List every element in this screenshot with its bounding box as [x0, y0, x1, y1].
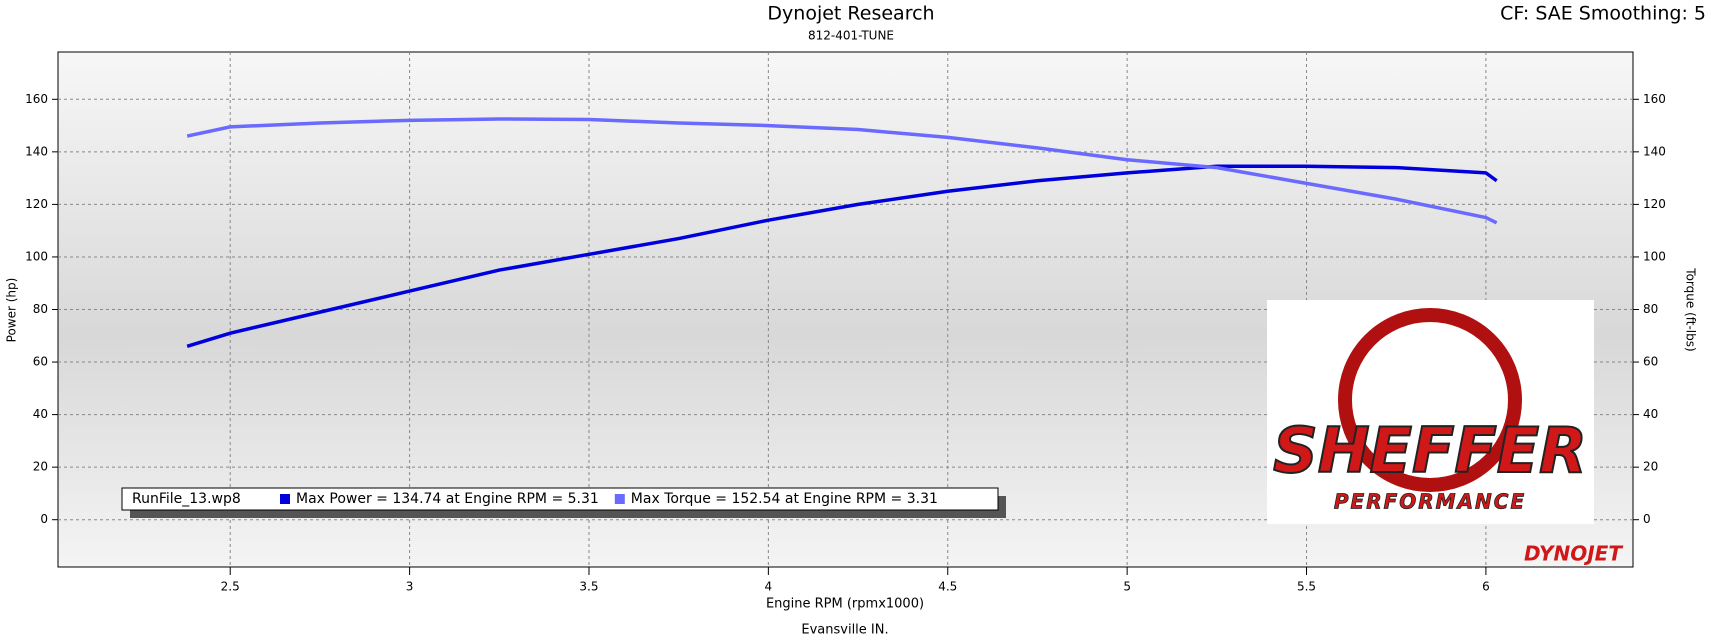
- logo-ring: [1338, 308, 1522, 492]
- y-tick-label: 40: [33, 407, 48, 421]
- grid: [58, 52, 1633, 567]
- y2-tick-label: 0: [1643, 512, 1651, 526]
- logo-subtext: PERFORMANCE: [1334, 490, 1526, 514]
- x-tick-label: 5: [1123, 580, 1131, 594]
- series-line: [186, 117, 1498, 225]
- y-tick-label: 0: [40, 512, 48, 526]
- legend-swatch: [614, 494, 625, 504]
- y2-tick-label: 160: [1643, 92, 1666, 106]
- y-tick-label: 100: [25, 249, 48, 263]
- x-tick-label: 6: [1482, 580, 1490, 594]
- legend-box: [121, 487, 999, 511]
- x-tick-label: 3: [406, 580, 414, 594]
- footer: Evansville IN.: [801, 623, 888, 638]
- watermark: DYNOJET: [1524, 542, 1623, 566]
- legend: RunFile_13.wp8 Max Power = 134.74 at Eng…: [121, 487, 1006, 518]
- y-tick-label: 120: [25, 197, 48, 211]
- y2-tick-label: 140: [1643, 144, 1666, 158]
- y2-tick-label: 20: [1643, 460, 1658, 474]
- y-tick-label: 20: [33, 460, 48, 474]
- y-tick-label: 80: [33, 302, 48, 316]
- legend-label: Max Torque = 152.54 at Engine RPM = 3.31: [631, 491, 938, 507]
- series-line: [186, 164, 1498, 348]
- y2-tick-label: 60: [1643, 355, 1658, 369]
- x-tick-label: 4: [765, 580, 773, 594]
- x-axis-label: Engine RPM (rpmx1000): [766, 597, 924, 612]
- chart-title: Dynojet Research: [767, 3, 934, 25]
- x-tick-label: 4.5: [938, 580, 957, 594]
- legend-label: Max Power = 134.74 at Engine RPM = 5.31: [296, 491, 599, 507]
- y2-tick-label: 100: [1643, 249, 1666, 263]
- y2-tick-label: 120: [1643, 197, 1666, 211]
- x-tick-label: 3.5: [579, 580, 598, 594]
- y2-tick-label: 80: [1643, 302, 1658, 316]
- y-tick-label: 60: [33, 355, 48, 369]
- logo-text: SHEFFER: [1273, 414, 1587, 487]
- legend-title: RunFile_13.wp8: [132, 491, 241, 507]
- y-tick-label: 160: [25, 92, 48, 106]
- corner-note: CF: SAE Smoothing: 5: [1500, 3, 1706, 25]
- y2-axis-label: Torque (ft-lbs): [1684, 267, 1698, 351]
- legend-swatch: [280, 494, 290, 504]
- y-tick-label: 140: [25, 144, 48, 158]
- series-lines: [186, 117, 1498, 348]
- y-axis-label: Power (hp): [5, 278, 19, 343]
- y2-tick-label: 40: [1643, 407, 1658, 421]
- x-tick-label: 2.5: [221, 580, 240, 594]
- x-tick-label: 5.5: [1297, 580, 1316, 594]
- chart-subtitle: 812-401-TUNE: [808, 29, 894, 43]
- logo: SHEFFER PERFORMANCE: [1267, 300, 1594, 524]
